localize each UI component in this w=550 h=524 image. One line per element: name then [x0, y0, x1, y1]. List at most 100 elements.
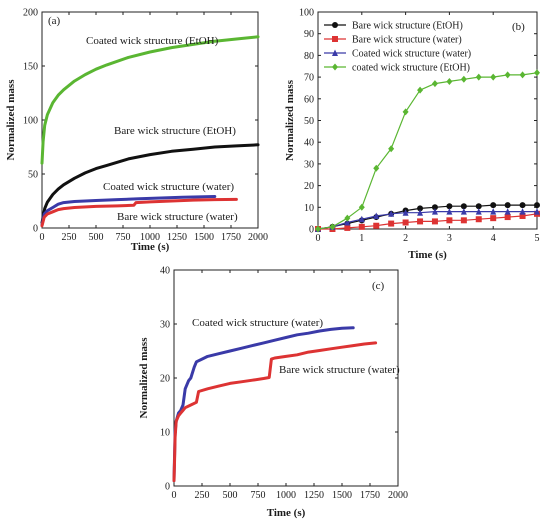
data-point — [417, 205, 424, 212]
data-point — [490, 208, 497, 215]
x-tick-label: 0 — [40, 232, 45, 243]
data-point — [417, 209, 424, 216]
y-tick-label: 50 — [28, 170, 38, 181]
series-line — [317, 72, 538, 230]
data-point — [358, 203, 365, 211]
legend-marker — [332, 63, 338, 71]
legend-entry: coated wick structure (EtOH) — [352, 63, 470, 74]
data-point — [504, 71, 511, 79]
data-point — [402, 108, 409, 116]
x-tick-label: 1 — [359, 233, 364, 244]
x-tick-label: 0 — [172, 490, 177, 501]
series-annotation: Coated wick structure (EtOH) — [86, 35, 219, 47]
series-annotation: Bare wick structure (water) — [117, 211, 238, 223]
plot-frame — [173, 269, 399, 487]
series-2 — [315, 210, 540, 232]
series-line — [40, 143, 260, 225]
x-tick-label: 500 — [223, 490, 238, 501]
y-tick-label: 100 — [23, 116, 38, 127]
data-point — [358, 223, 365, 230]
y-axis-label: Normalized mass — [138, 337, 150, 419]
x-axis-label: Time (s) — [267, 507, 306, 519]
data-point — [504, 214, 511, 221]
y-tick-label: 10 — [160, 428, 170, 439]
data-point — [446, 217, 453, 224]
series-line — [40, 197, 238, 228]
y-tick-label: 40 — [304, 138, 314, 149]
chart-panel-1: 0 250 500 750 1000 1250 1500 1750 2000 0 50 100 150 2… — [5, 8, 268, 254]
y-tick-label: 150 — [23, 62, 38, 73]
x-tick-label: 0 — [316, 233, 321, 244]
x-tick-label: 1000 — [276, 490, 296, 501]
data-point — [431, 80, 438, 88]
data-point — [475, 73, 482, 81]
y-tick-label: 20 — [160, 374, 170, 385]
data-point — [475, 208, 482, 215]
data-point — [373, 212, 380, 219]
x-tick-label: 500 — [89, 232, 104, 243]
x-axis-label: Time (s) — [408, 249, 447, 261]
y-tick-label: 10 — [304, 203, 314, 214]
x-tick-label: 250 — [195, 490, 210, 501]
data-point — [490, 202, 497, 209]
data-point — [460, 208, 467, 215]
panel-label: (c) — [372, 280, 385, 292]
series-4 — [40, 197, 238, 228]
data-point — [431, 204, 438, 211]
y-tick-label: 30 — [304, 159, 314, 170]
data-point — [534, 208, 540, 215]
x-tick-label: 2000 — [388, 490, 408, 501]
series-line — [172, 341, 378, 483]
y-axis-label: Normalized mass — [284, 79, 296, 161]
x-tick-label: 5 — [535, 233, 540, 244]
x-tick-label: 2 — [403, 233, 408, 244]
legend-entry: Bare wick structure (water) — [352, 35, 462, 46]
series-3 — [40, 195, 217, 227]
data-point — [475, 216, 482, 223]
y-tick-label: 100 — [299, 8, 314, 19]
data-point — [534, 202, 540, 209]
y-tick-label: 30 — [160, 320, 170, 331]
y-tick-label: 90 — [304, 29, 314, 40]
y-tick-label: 20 — [304, 181, 314, 192]
legend-entry: Bare wick structure (EtOH) — [352, 21, 463, 32]
y-tick-label: 0 — [165, 482, 170, 493]
data-point — [490, 215, 497, 222]
y-tick-label: 40 — [160, 266, 170, 277]
data-point — [388, 210, 395, 217]
x-tick-label: 1500 — [332, 490, 352, 501]
data-point — [344, 218, 351, 226]
x-tick-label: 1500 — [194, 232, 214, 243]
series-1 — [172, 326, 355, 483]
series-line — [40, 195, 217, 227]
chart-panel-3: 0 250 500 750 1000 1250 1500 1750 2000 0 10 20 30 40 T… — [138, 266, 408, 520]
x-tick-label: 1000 — [140, 232, 160, 243]
y-axis-label: Normalized mass — [5, 79, 17, 161]
data-point — [388, 220, 395, 227]
series-annotation: Coated wick structure (water) — [192, 317, 323, 329]
series-annotation: Coated wick structure (water) — [103, 181, 234, 193]
x-tick-label: 750 — [251, 490, 266, 501]
data-point — [344, 214, 351, 222]
data-point — [504, 208, 511, 215]
data-point — [446, 203, 453, 210]
series-2 — [40, 143, 260, 225]
series-4 — [315, 69, 540, 233]
series-1 — [40, 35, 260, 165]
legend-marker — [332, 36, 338, 42]
series-line — [317, 213, 538, 230]
data-point — [519, 208, 526, 215]
x-tick-label: 1750 — [360, 490, 380, 501]
data-point — [519, 71, 526, 79]
data-point — [388, 145, 395, 153]
x-tick-label: 750 — [116, 232, 131, 243]
x-tick-label: 2000 — [248, 232, 268, 243]
x-tick-label: 4 — [491, 233, 496, 244]
data-point — [315, 225, 321, 233]
series-line — [40, 35, 260, 165]
panel-label: (b) — [512, 21, 525, 33]
data-point — [373, 164, 380, 172]
x-tick-label: 1250 — [167, 232, 187, 243]
series-line — [172, 326, 355, 483]
